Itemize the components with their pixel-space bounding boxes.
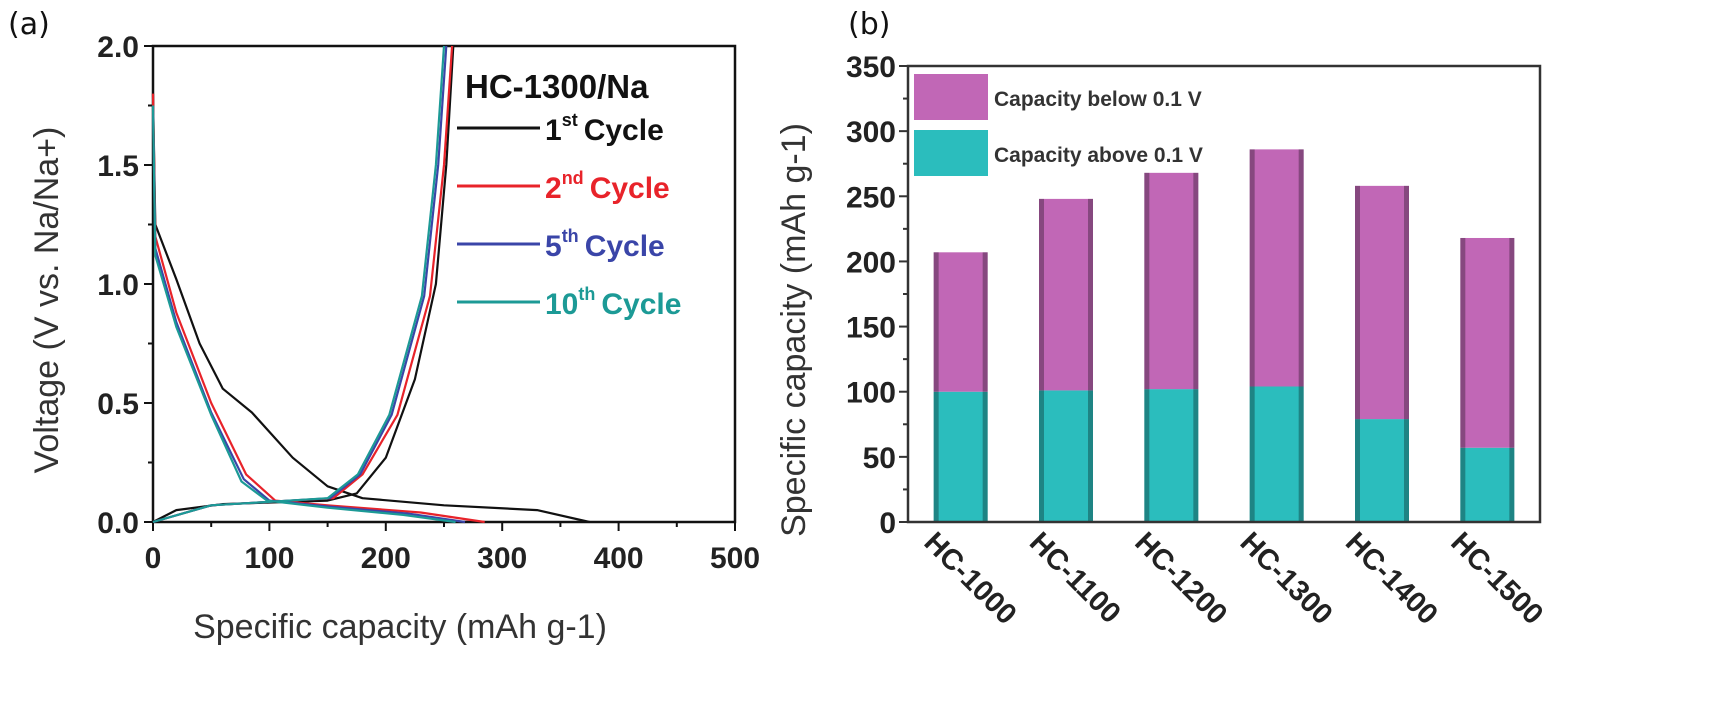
- legend-label-below: Capacity below 0.1 V: [994, 88, 1202, 111]
- x-tick-label: HC-1200: [1128, 526, 1233, 631]
- series-2-discharge-line: [151, 93, 485, 524]
- legend-cycle-label: Cycle: [590, 172, 670, 205]
- x-tick-label: 200: [361, 542, 411, 575]
- panel-b-label: (b): [848, 7, 890, 42]
- series-3-discharge-line: [151, 105, 466, 524]
- bar-shade: [1404, 419, 1409, 522]
- bar-hc-1400-below: [1355, 185, 1409, 420]
- legend-entry-2: 2nd Cycle: [545, 168, 670, 205]
- x-tick-label: 300: [477, 542, 527, 575]
- bar-hc-1300-below: [1249, 149, 1304, 387]
- legend-entry-1: 1st Cycle: [545, 110, 664, 147]
- y-tick-label: 0.0: [97, 507, 139, 540]
- series-1-charge-line: [152, 45, 455, 523]
- bar-shade: [1088, 198, 1093, 391]
- legend-entry-4: 10th Cycle: [545, 284, 681, 321]
- bar-shade: [1298, 149, 1304, 387]
- legend-ordinal: 10: [545, 288, 578, 321]
- legend-cycle-label: Cycle: [601, 288, 681, 321]
- series-4-charge-line: [152, 45, 446, 524]
- bar-hc-1000-below: [933, 252, 988, 392]
- bar-shade: [1249, 149, 1255, 387]
- bar-hc-1000-above: [933, 391, 988, 522]
- legend-ordinal: 5: [545, 230, 562, 263]
- x-tick-label: 500: [710, 542, 760, 575]
- bar-shade: [1460, 447, 1466, 522]
- x-tick-label: HC-1500: [1444, 526, 1549, 631]
- series-4-discharge-line: [151, 105, 456, 524]
- bar-shade: [1298, 386, 1304, 522]
- y-tick-label: 250: [846, 181, 896, 214]
- series-3-charge-line: [152, 45, 448, 524]
- bar-hc-1200-below: [1144, 172, 1199, 390]
- legend-ordinal: 2: [545, 172, 562, 205]
- x-tick-label: HC-1400: [1339, 526, 1444, 631]
- bar-shade: [1509, 447, 1515, 522]
- bar-hc-1400-above: [1355, 419, 1409, 522]
- y-tick-label: 350: [846, 51, 896, 84]
- bar-hc-1500-below: [1460, 237, 1515, 448]
- legend-ordinal: 1: [545, 114, 562, 147]
- bar-shade: [1460, 237, 1466, 448]
- panel-a-ylabel: Voltage (V vs. Na/Na+): [28, 127, 66, 474]
- bar-shade: [1193, 389, 1199, 522]
- bar-hc-1300-above: [1249, 386, 1304, 522]
- legend-entry-3: 5th Cycle: [545, 226, 665, 263]
- panel-a-label: (a): [8, 7, 50, 42]
- legend-superscript: st: [562, 110, 578, 130]
- bar-hc-1100-below: [1039, 198, 1093, 391]
- series-2-charge-line: [152, 45, 454, 524]
- legend-superscript: nd: [562, 168, 584, 188]
- bar-shade: [933, 391, 939, 522]
- legend-label-above: Capacity above 0.1 V: [994, 144, 1203, 167]
- y-tick-label: 1.0: [97, 269, 139, 302]
- bar-shade: [982, 252, 988, 392]
- bar-shade: [1144, 172, 1150, 390]
- bar-hc-1200-above: [1144, 389, 1199, 522]
- panel-a-xlabel: Specific capacity (mAh g-1): [193, 608, 607, 646]
- legend-superscript: th: [578, 284, 595, 304]
- x-tick-label: HC-1000: [918, 526, 1023, 631]
- y-tick-label: 0.5: [97, 388, 139, 421]
- bar-shade: [1404, 185, 1409, 420]
- x-tick-label: 0: [145, 542, 162, 575]
- y-tick-label: 50: [863, 442, 896, 475]
- x-tick-label: HC-1300: [1234, 526, 1339, 631]
- bar-shade: [1193, 172, 1199, 390]
- bar-hc-1100-above: [1039, 390, 1093, 522]
- legend-swatch-above: [914, 130, 988, 176]
- bar-shade: [1509, 237, 1515, 448]
- legend-superscript: th: [562, 226, 579, 246]
- bar-shade: [982, 391, 988, 522]
- bar-shade: [1249, 386, 1255, 522]
- bar-shade: [1355, 185, 1360, 420]
- panel-a-title: HC-1300/Na: [465, 68, 649, 105]
- panel-b-ylabel: Specific capacity (mAh g-1): [775, 123, 813, 537]
- legend-cycle-label: Cycle: [585, 230, 665, 263]
- y-tick-label: 0: [879, 507, 896, 540]
- panel-b-frame: [906, 64, 1542, 524]
- x-tick-label: 100: [244, 542, 294, 575]
- x-tick-label: 400: [594, 542, 644, 575]
- bar-shade: [1039, 198, 1044, 391]
- bar-shade: [1088, 390, 1093, 522]
- bar-shade: [1144, 389, 1150, 522]
- legend-swatch-below: [914, 74, 988, 120]
- y-tick-label: 100: [846, 377, 896, 410]
- bar-shade: [933, 252, 939, 392]
- y-tick-label: 2.0: [97, 31, 139, 64]
- x-tick-label: HC-1100: [1023, 526, 1127, 630]
- bar-hc-1500-above: [1460, 447, 1515, 522]
- bar-shade: [1355, 419, 1360, 522]
- y-tick-label: 300: [846, 116, 896, 149]
- y-tick-label: 1.5: [97, 150, 139, 183]
- y-tick-label: 200: [846, 246, 896, 279]
- bar-shade: [1039, 390, 1044, 522]
- y-tick-label: 150: [846, 312, 896, 345]
- series-1-discharge-line: [151, 93, 590, 524]
- legend-cycle-label: Cycle: [584, 114, 664, 147]
